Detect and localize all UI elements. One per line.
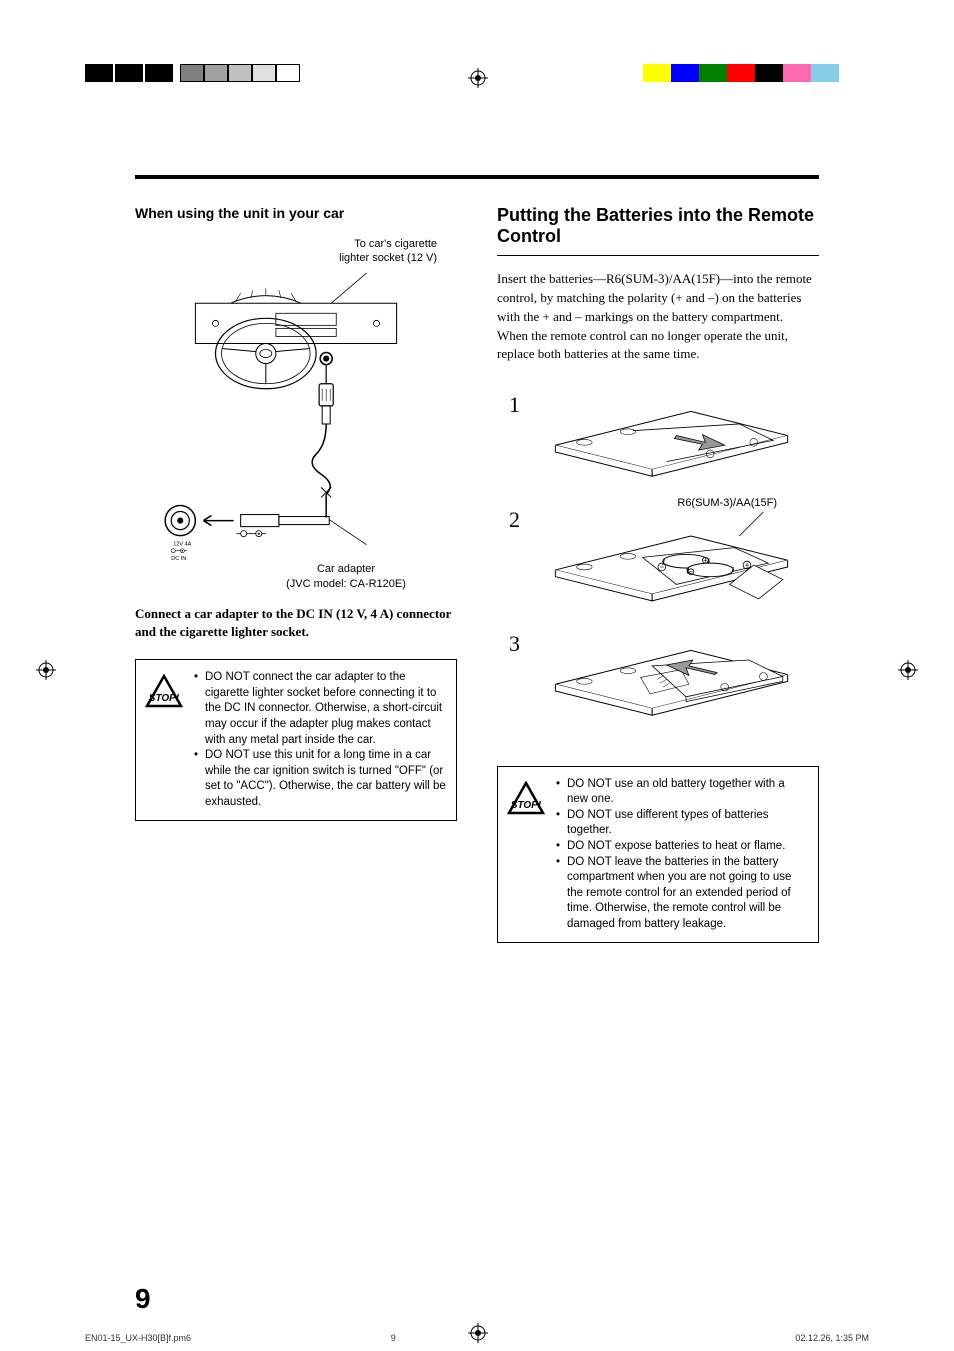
svg-text:STOP!: STOP! xyxy=(149,693,180,704)
car-connection-figure: To car's cigarette lighter socket (12 V) xyxy=(135,237,457,591)
body-para-1: Insert the batteries—R6(SUM-3)/AA(15F)—i… xyxy=(497,270,819,327)
step-number: 2 xyxy=(509,507,520,533)
remote-step3-icon xyxy=(536,631,807,728)
svg-text:DC IN: DC IN xyxy=(171,555,186,561)
warning-item: DO NOT connect the car adapter to the ci… xyxy=(194,670,446,748)
connect-instruction: Connect a car adapter to the DC IN (12 V… xyxy=(135,605,457,641)
left-warning-list: DO NOT connect the car adapter to the ci… xyxy=(194,670,446,810)
registration-mark-left xyxy=(36,660,56,680)
step-number: 1 xyxy=(509,392,520,418)
stop-icon: STOP! xyxy=(506,781,546,822)
warning-item: DO NOT expose batteries to heat or flame… xyxy=(556,839,808,855)
footer-timestamp: 02.12.26, 1:35 PM xyxy=(795,1333,869,1343)
right-heading: Putting the Batteries into the Remote Co… xyxy=(497,205,819,256)
step-number: 3 xyxy=(509,631,520,657)
remote-step2-icon xyxy=(536,507,807,623)
warning-item: DO NOT leave the batteries in the batter… xyxy=(556,855,808,933)
registration-mark-top xyxy=(468,68,488,88)
color-registration-bars xyxy=(643,64,839,82)
black-density-bars xyxy=(85,64,175,82)
warning-item: DO NOT use different types of batteries … xyxy=(556,808,808,839)
right-warning-list: DO NOT use an old battery together with … xyxy=(556,777,808,932)
footer-filename: EN01-15_UX-H30[B]f.pm6 xyxy=(85,1333,191,1343)
left-heading: When using the unit in your car xyxy=(135,205,457,221)
warning-item: DO NOT use an old battery together with … xyxy=(556,777,808,808)
warning-item: DO NOT use this unit for a long time in … xyxy=(194,748,446,810)
svg-text:12V 4A: 12V 4A xyxy=(173,541,191,547)
footer-page: 9 xyxy=(391,1333,396,1343)
stop-icon: STOP! xyxy=(144,674,184,715)
battery-install-figure: 1 R6(SUM-3)/AA(15F) 2 xyxy=(497,380,819,748)
left-warning-box: STOP! DO NOT connect the car adapter to … xyxy=(135,659,457,821)
page-number: 9 xyxy=(135,1283,151,1315)
right-column: Putting the Batteries into the Remote Co… xyxy=(497,175,819,943)
body-para-2: When the remote control can no longer op… xyxy=(497,327,819,365)
socket-label: To car's cigarette lighter socket (12 V) xyxy=(135,237,457,266)
svg-text:STOP!: STOP! xyxy=(511,800,542,811)
gray-density-bars xyxy=(180,64,300,82)
remote-step1-icon xyxy=(536,392,807,489)
left-column: When using the unit in your car To car's… xyxy=(135,175,457,943)
right-warning-box: STOP! DO NOT use an old battery together… xyxy=(497,766,819,943)
footer: EN01-15_UX-H30[B]f.pm6 9 02.12.26, 1:35 … xyxy=(85,1333,869,1343)
registration-mark-right xyxy=(898,660,918,680)
